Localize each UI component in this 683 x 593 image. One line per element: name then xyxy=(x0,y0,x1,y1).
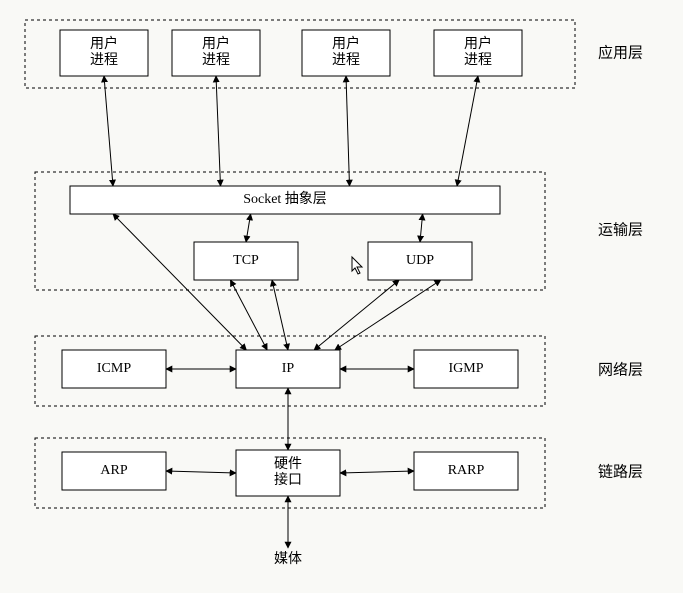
layer-label-application: 应用层 xyxy=(598,43,643,61)
node-label-hwif: 接口 xyxy=(274,471,302,488)
node-label-user3: 进程 xyxy=(332,52,360,68)
connection-arp-hwif xyxy=(166,471,236,473)
media-label: 媒体 xyxy=(274,551,302,567)
node-label-user1: 用户 xyxy=(90,35,118,52)
connection-socket-ip xyxy=(113,214,246,350)
connection-user2-socket xyxy=(216,76,221,186)
node-label-ip: IP xyxy=(282,361,295,376)
node-label-user4: 用户 xyxy=(464,35,492,52)
connection-user4-socket xyxy=(457,76,478,186)
node-label-udp: UDP xyxy=(406,253,434,268)
network-stack-diagram: 用户进程用户进程用户进程用户进程Socket 抽象层TCPUDPICMPIPIG… xyxy=(0,0,683,593)
node-label-user2: 进程 xyxy=(202,52,230,68)
node-label-arp: ARP xyxy=(100,463,127,478)
node-label-user2: 用户 xyxy=(202,35,230,52)
layer-label-link: 链路层 xyxy=(598,463,643,480)
node-label-user1: 进程 xyxy=(90,52,118,68)
node-label-socket: Socket 抽象层 xyxy=(243,191,327,207)
cursor-icon xyxy=(352,257,362,274)
connection-socket-tcp xyxy=(246,214,251,242)
node-label-user4: 进程 xyxy=(464,52,492,68)
connection-user3-socket xyxy=(346,76,350,186)
node-label-igmp: IGMP xyxy=(448,361,483,376)
node-label-hwif: 硬件 xyxy=(274,456,302,472)
node-label-tcp: TCP xyxy=(233,253,259,268)
connection-socket-udp xyxy=(420,214,423,242)
layer-label-network: 网络层 xyxy=(598,361,643,378)
connection-hwif-rarp xyxy=(340,471,414,473)
connection-tcp-ip xyxy=(272,280,288,350)
node-label-user3: 用户 xyxy=(332,35,360,52)
node-label-icmp: ICMP xyxy=(97,361,131,376)
node-label-rarp: RARP xyxy=(448,463,485,478)
connection-user1-socket xyxy=(104,76,113,186)
layer-label-transport: 运输层 xyxy=(598,221,643,238)
